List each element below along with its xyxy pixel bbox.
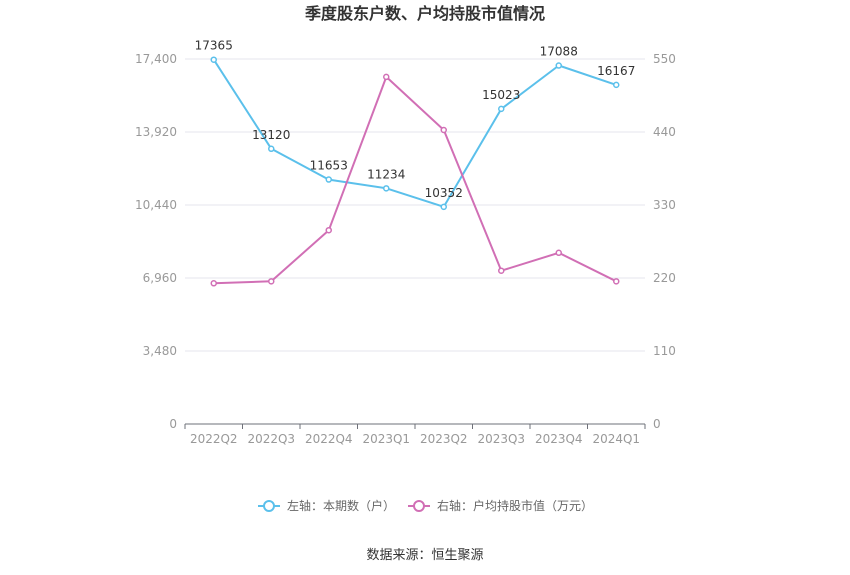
y-left-tick-label: 0 [169, 417, 177, 431]
data-label: 16167 [597, 64, 635, 78]
y-right-tick-label: 220 [653, 271, 676, 285]
series-1-point[interactable] [498, 267, 505, 274]
x-tick-label: 2022Q4 [305, 432, 353, 446]
data-label: 15023 [482, 88, 520, 102]
x-tick-label: 2023Q1 [362, 432, 410, 446]
legend-item-households[interactable]: 左轴：本期数（户） [258, 498, 395, 513]
legend: 左轴：本期数（户） 右轴：户均持股市值（万元） [258, 498, 593, 513]
axis-layer: 0 3,480 6,960 10,440 13,920 17,400 0 110 220 330 4… [135, 52, 676, 446]
x-tick-label: 2023Q4 [535, 432, 583, 446]
y-left-tick-label: 13,920 [135, 125, 177, 139]
y-right-tick-label: 330 [653, 198, 676, 212]
x-tick-label: 2024Q1 [592, 432, 640, 446]
series-0-point[interactable] [325, 176, 332, 183]
x-tick-label: 2023Q2 [420, 432, 468, 446]
x-tick-label: 2022Q3 [247, 432, 295, 446]
series-1-point[interactable] [383, 73, 390, 81]
x-tick-label: 2023Q3 [477, 432, 525, 446]
chart-title: 季度股东户数、户均持股市值情况 [304, 4, 545, 23]
series-1-point[interactable] [325, 226, 332, 234]
series-1-point[interactable] [268, 278, 275, 285]
data-label: 11234 [367, 167, 405, 181]
series-line-1 [213, 75, 617, 285]
y-right-tick-label: 550 [653, 52, 676, 66]
legend-label-households: 左轴：本期数（户） [287, 498, 395, 513]
series-0-point[interactable] [613, 81, 620, 89]
series-1-point[interactable] [555, 249, 562, 257]
data-label: 10352 [425, 186, 463, 200]
y-left-tick-label: 6,960 [143, 271, 177, 285]
data-source: 数据来源：恒生聚源 [366, 548, 483, 563]
series-0-point[interactable] [268, 145, 275, 153]
series-line-0 [212, 59, 617, 208]
series-0-point[interactable] [210, 56, 217, 63]
series-1-point[interactable] [210, 280, 217, 287]
data-label: 13120 [252, 128, 290, 142]
series-layer [210, 56, 620, 287]
y-right-tick-label: 440 [653, 125, 676, 139]
series-1-point[interactable] [440, 126, 447, 134]
y-left-tick-label: 10,440 [135, 198, 177, 212]
data-label: 11653 [310, 159, 348, 173]
series-0-point[interactable] [440, 203, 447, 211]
x-tick-label: 2022Q2 [190, 432, 238, 446]
series-1-point[interactable] [613, 278, 620, 285]
legend-item-avg-market-value[interactable]: 右轴：户均持股市值（万元） [408, 498, 593, 513]
series-0-point[interactable] [555, 62, 562, 69]
y-right-tick-label: 0 [653, 417, 661, 431]
grid-layer [185, 58, 645, 352]
legend-swatch-marker [263, 500, 275, 512]
data-label: 17365 [195, 39, 233, 53]
series-0-point[interactable] [383, 185, 390, 192]
data-label: 17088 [540, 45, 578, 59]
label-layer: 17365 13120 11653 11234 10352 15023 17088 16167 [195, 39, 636, 200]
series-0-point[interactable] [498, 105, 505, 113]
y-left-tick-label: 3,480 [143, 344, 177, 358]
legend-swatch-marker [413, 500, 425, 512]
y-right-tick-label: 110 [653, 344, 676, 358]
legend-label-avg-market-value: 右轴：户均持股市值（万元） [437, 498, 593, 513]
y-left-tick-label: 17,400 [135, 52, 177, 66]
